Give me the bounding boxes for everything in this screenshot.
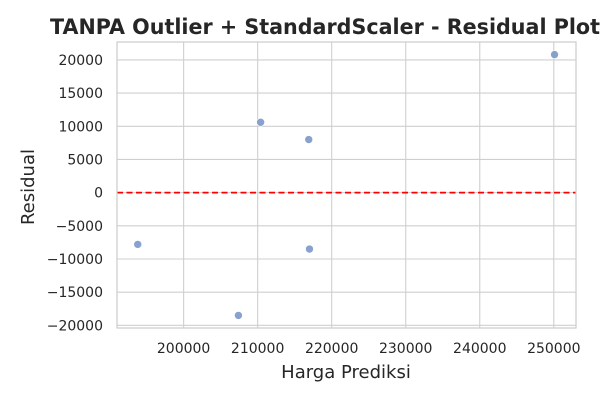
data-point: [234, 311, 243, 320]
y-tick-label: 15000: [58, 86, 103, 102]
y-tick-label: −15000: [47, 285, 103, 301]
y-tick-label: −20000: [47, 318, 103, 334]
x-tick-label: 220000: [305, 341, 358, 357]
x-axis-label: Harga Prediksi: [281, 362, 411, 383]
data-point: [305, 244, 314, 254]
y-tick-labels: −20000 −15000 −10000 −5000 0 5000 10000 15000 20…: [47, 53, 103, 334]
data-point: [550, 50, 559, 59]
data-points: [133, 50, 559, 320]
x-tick-label: 240000: [453, 341, 506, 357]
y-tick-label: 10000: [58, 119, 103, 135]
data-point: [304, 135, 314, 144]
x-tick-label: 200000: [157, 341, 210, 357]
y-tick-label: 20000: [58, 53, 103, 69]
y-tick-label: 5000: [67, 152, 103, 168]
chart-title: TANPA Outlier + StandardScaler - Residua…: [50, 15, 600, 39]
y-tick-label: −5000: [56, 219, 103, 235]
x-tick-label: 230000: [379, 341, 432, 357]
x-tick-label: 210000: [231, 341, 284, 357]
x-tick-labels: 200000 210000 220000 230000 240000 250000: [157, 341, 581, 357]
y-tick-label: −10000: [47, 252, 103, 268]
axes-frame: [116, 41, 577, 329]
data-point: [256, 117, 265, 127]
x-tick-label: 250000: [527, 341, 580, 357]
data-point: [133, 240, 143, 249]
y-axis-label: Residual: [18, 149, 39, 225]
y-tick-label: 0: [94, 186, 103, 202]
